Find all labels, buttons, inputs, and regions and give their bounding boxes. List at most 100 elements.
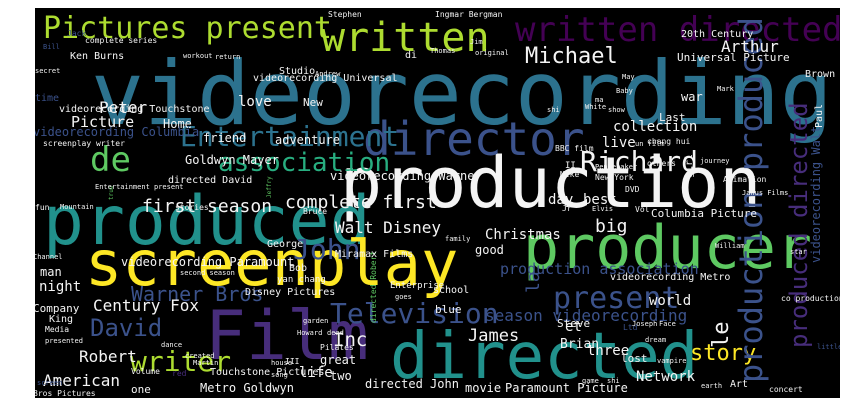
word-universal-picture: Universal Picture	[677, 51, 790, 64]
word-man: man	[40, 265, 62, 279]
word-others: others	[647, 159, 676, 168]
word-story: story	[690, 341, 757, 366]
word-last: Last	[659, 111, 686, 124]
word-media: Media	[45, 325, 70, 334]
word-complete-first: complete first	[285, 192, 437, 213]
word-written-directed: written directed	[515, 10, 840, 50]
word-family: family	[445, 235, 471, 243]
word-bill: Bill	[43, 43, 60, 51]
word-iii: III	[285, 357, 300, 366]
word-night: night	[39, 279, 82, 295]
word-little: little	[817, 343, 840, 351]
word-paramount-picture: Paramount Picture	[505, 381, 628, 395]
word-second-season: second season	[180, 269, 235, 277]
word-videorecording-warner: videorecording Warner	[330, 169, 482, 183]
word-production-association: production association	[500, 260, 699, 278]
word-directed-john: directed John	[365, 377, 459, 391]
word-secret: secret	[35, 67, 61, 75]
word-videorecording: videorecording	[91, 42, 833, 145]
word-arthur: Arthur	[721, 37, 779, 56]
word-twentieth-century: 20th Century	[681, 29, 754, 40]
word-original: original	[475, 49, 509, 57]
word-animation: Animation	[723, 175, 767, 184]
word-enterprise: Enterprise	[390, 281, 445, 291]
word-inc: Inc	[333, 329, 368, 351]
word-le: le	[709, 321, 734, 349]
word-workout: workout	[183, 52, 213, 60]
word-metro-goldwyn: Metro Goldwyn	[200, 381, 294, 395]
word-christmas: Christmas	[485, 227, 561, 243]
word-produced-directed: produced directed	[785, 102, 813, 348]
word-pictures-present: Pictures present	[43, 11, 332, 46]
word-baby: Baby	[616, 87, 633, 95]
word-cloud: videorecording production produced produ…	[35, 8, 840, 398]
word-robert: Robert	[79, 347, 137, 366]
word-bob: Bob	[289, 263, 308, 274]
word-george: George	[267, 239, 304, 250]
word-vol: Vol	[635, 205, 650, 214]
word-videorecording-walt: videorecording Walt	[809, 125, 823, 263]
word-company: Company	[35, 302, 80, 315]
word-collection: collection	[613, 119, 698, 135]
word-joseph: Joseph	[632, 320, 658, 328]
word-girl: girl	[684, 153, 695, 178]
word-ma: ma	[595, 96, 604, 104]
word-adventure: adventure	[275, 133, 341, 147]
word-return: return	[215, 53, 241, 61]
word-howard: Howard	[297, 329, 323, 337]
word-star: star	[790, 248, 807, 256]
word-earth: earth	[701, 382, 723, 390]
word-lost: lost	[621, 352, 648, 365]
word-miramax-films: Miramax Films	[335, 249, 414, 260]
word-show: show	[608, 106, 625, 114]
word-stephen: Stephen	[328, 10, 362, 19]
word-dead: dead	[327, 329, 344, 337]
word-john: John	[293, 233, 361, 266]
word-stories: stories	[175, 203, 209, 212]
word-screenplay-writer: screenplay writer	[43, 139, 125, 148]
word-art: Art	[730, 379, 749, 390]
word-ingmar-bergman: Ingmar Bergman	[435, 10, 503, 19]
word-william: William	[715, 242, 745, 250]
word-king: King	[49, 314, 74, 325]
word-writer: writer	[130, 345, 232, 378]
word-janus-films: Janus Films	[742, 189, 789, 197]
word-presented: presented	[45, 337, 83, 345]
word-ii: II	[565, 161, 576, 171]
word-directed-david: directed David	[168, 175, 253, 186]
word-steve: Steve	[557, 317, 591, 330]
word-production-produced: production produced	[732, 16, 770, 383]
word-chang-hui: chang hui	[647, 137, 691, 146]
word-directed: directed	[390, 320, 699, 394]
word-david: David	[90, 314, 163, 342]
word-may: May	[622, 73, 635, 81]
word-network: Network	[636, 369, 696, 385]
word-concert: concert	[769, 385, 803, 394]
word-three: three	[587, 343, 630, 359]
word-entertainment-present: Entertainment present	[95, 183, 184, 191]
word-thomas: Thomas	[430, 47, 456, 55]
word-studio: Studio	[279, 66, 316, 77]
word-vampire: vampire	[657, 357, 687, 365]
word-house: house	[271, 359, 293, 367]
word-screen: screen	[37, 379, 63, 387]
word-mark: Mark	[717, 85, 734, 93]
word-face: Face	[659, 320, 676, 328]
word-videorecording-paramount: videorecording Paramount	[121, 255, 295, 269]
word-videorecording-universal: videorecording Universal	[253, 73, 398, 84]
word-di: di	[405, 50, 418, 61]
word-la: la	[523, 271, 544, 293]
word-life: life	[299, 365, 333, 381]
word-time: time	[35, 93, 60, 104]
word-red: red	[172, 369, 187, 378]
word-goes: goes	[395, 293, 412, 301]
word-two: two	[330, 369, 352, 383]
word-white: White	[585, 103, 607, 111]
word-jr: Jr	[562, 204, 572, 213]
word-american: American	[43, 371, 121, 390]
word-brian: Brian	[560, 337, 600, 352]
word-new: New	[303, 96, 323, 109]
word-martin: Martin	[193, 359, 219, 367]
word-fun: fun	[35, 203, 50, 212]
word-good: good	[475, 243, 504, 257]
